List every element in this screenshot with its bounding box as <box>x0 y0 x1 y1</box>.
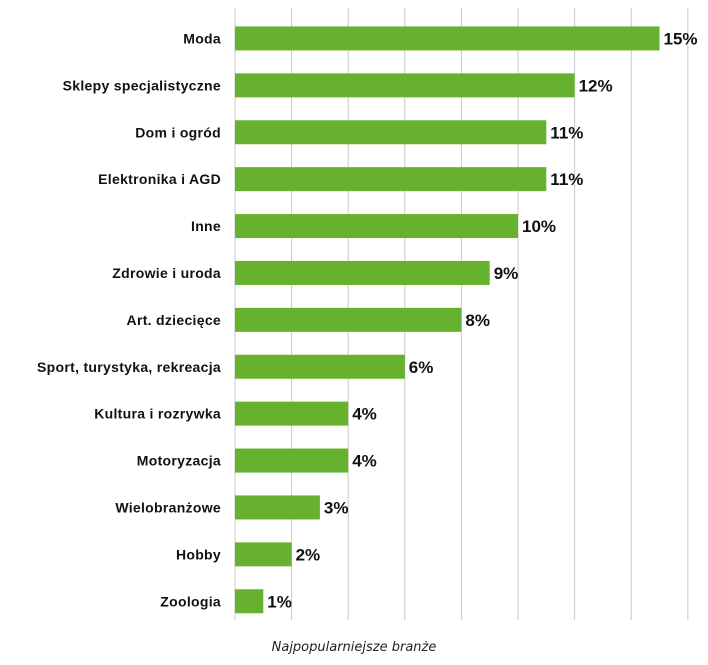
value-label: 11% <box>550 170 583 189</box>
value-label: 8% <box>465 311 490 330</box>
category-label: Zdrowie i uroda <box>112 265 221 281</box>
category-label: Art. dziecięce <box>127 312 221 328</box>
bar <box>235 542 292 567</box>
bar <box>235 73 575 98</box>
value-label: 11% <box>550 123 583 142</box>
category-label: Motoryzacja <box>137 453 221 469</box>
bar <box>235 167 547 192</box>
bar <box>235 354 405 379</box>
bar <box>235 495 320 520</box>
category-label: Inne <box>191 218 221 234</box>
value-label: 4% <box>352 452 377 471</box>
value-label: 9% <box>494 264 519 283</box>
value-label: 12% <box>579 76 613 95</box>
chart-caption: Najpopularniejsze branże <box>271 640 437 655</box>
bar <box>235 214 518 239</box>
category-label: Moda <box>183 30 221 46</box>
bar <box>235 260 490 285</box>
category-label: Sport, turystyka, rekreacja <box>37 359 221 375</box>
value-label: 2% <box>296 545 321 564</box>
category-label: Elektronika i AGD <box>98 171 221 187</box>
category-labels: Moda Sklepy specjalistyczne Dom i ogród Ele… <box>37 30 221 609</box>
value-labels: 15% 12% 11% 11% 10% 9% 8% 6% 4% 4% 3% 2% 1% <box>267 29 697 611</box>
bar <box>235 307 462 332</box>
bar <box>235 401 349 426</box>
value-label: 1% <box>267 592 292 611</box>
value-label: 10% <box>522 217 556 236</box>
category-label: Kultura i rozrywka <box>94 406 221 422</box>
value-label: 3% <box>324 498 349 517</box>
category-label: Zoologia <box>160 593 221 609</box>
value-label: 4% <box>352 405 377 424</box>
bar <box>235 448 349 473</box>
bar <box>235 26 660 51</box>
bars <box>235 26 660 614</box>
bar <box>235 589 264 614</box>
value-label: 6% <box>409 358 434 377</box>
category-label: Sklepy specjalistyczne <box>63 77 221 93</box>
bar <box>235 120 547 145</box>
value-label: 15% <box>664 29 698 48</box>
category-label: Hobby <box>176 546 221 562</box>
category-label: Wielobranżowe <box>115 499 221 515</box>
category-label: Dom i ogród <box>135 124 221 140</box>
bar-chart: Moda Sklepy specjalistyczne Dom i ogród Ele… <box>37 8 698 620</box>
